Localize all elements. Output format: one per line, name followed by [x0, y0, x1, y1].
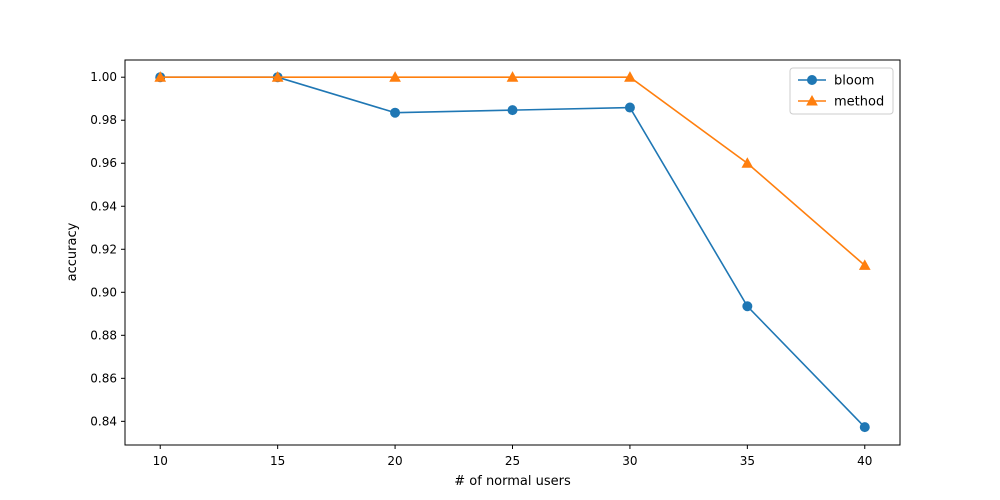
y-tick-label: 0.98: [90, 113, 117, 127]
y-tick-label: 0.96: [90, 156, 117, 170]
data-point-bloom: [743, 302, 752, 311]
y-tick-label: 0.94: [90, 199, 117, 213]
x-tick-label: 30: [622, 454, 637, 468]
y-tick-label: 0.92: [90, 242, 117, 256]
y-tick-label: 0.90: [90, 285, 117, 299]
y-tick-label: 1.00: [90, 70, 117, 84]
y-tick-label: 0.86: [90, 371, 117, 385]
x-tick-label: 20: [387, 454, 402, 468]
data-point-bloom: [625, 103, 634, 112]
data-point-bloom: [391, 108, 400, 117]
y-tick-label: 0.84: [90, 414, 117, 428]
y-axis-label: accuracy: [65, 222, 80, 281]
y-tick-label: 0.88: [90, 328, 117, 342]
legend-label-bloom: bloom: [834, 74, 874, 89]
x-tick-label: 35: [740, 454, 755, 468]
legend-label-method: method: [834, 95, 884, 110]
x-tick-label: 15: [270, 454, 285, 468]
data-point-bloom: [508, 106, 517, 115]
legend: bloom method: [790, 68, 893, 114]
x-tick-label: 40: [857, 454, 872, 468]
x-axis-label: # of normal users: [454, 474, 571, 489]
data-point-bloom: [860, 423, 869, 432]
x-tick-label: 10: [153, 454, 168, 468]
x-tick-label: 25: [505, 454, 520, 468]
legend-marker-bloom: [808, 76, 817, 85]
